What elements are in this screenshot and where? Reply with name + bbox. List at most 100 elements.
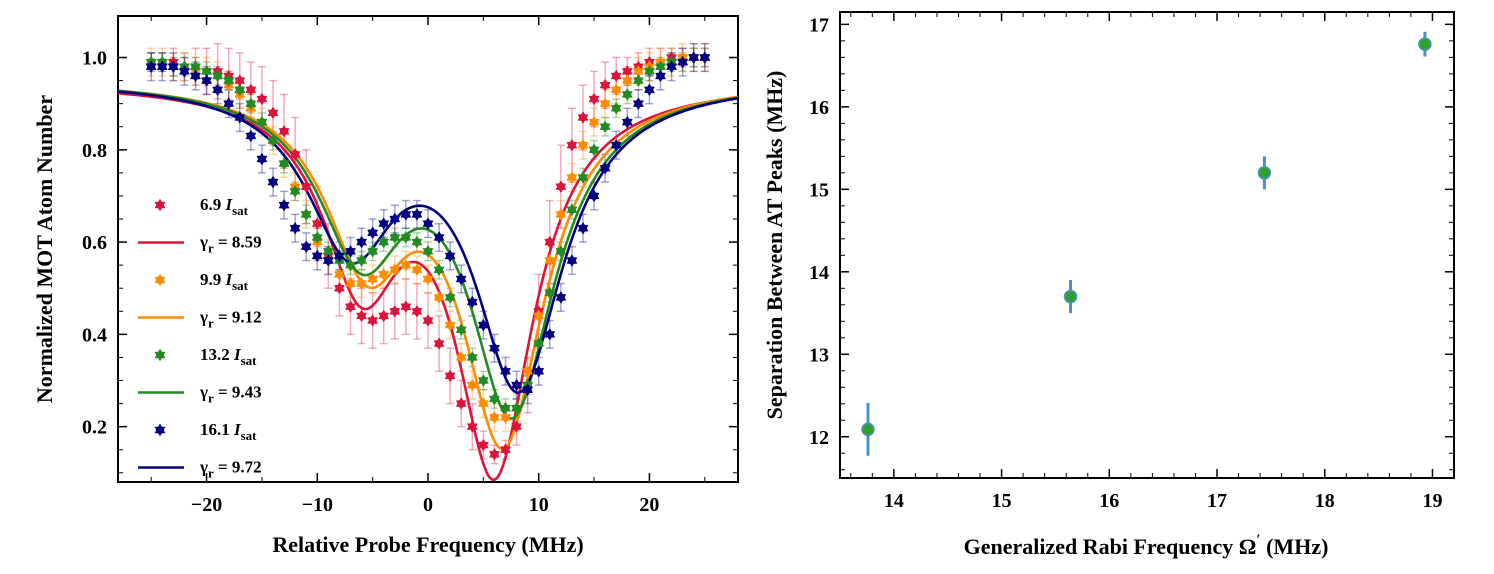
data-point-series-2 (433, 263, 445, 276)
right-axis-ticks: 14 15 16 17 18 19 12 13 14 15 16 17 (809, 12, 1455, 512)
data-point-series-3 (411, 208, 423, 221)
data-point-series-0 (378, 309, 390, 323)
data-point-series-3 (289, 222, 301, 235)
data-point-series-3 (677, 55, 689, 69)
data-point-series-3 (400, 208, 412, 221)
right-x-tick-label: 15 (992, 490, 1012, 512)
data-point-series-3 (455, 272, 467, 286)
data-point-series-2 (311, 231, 323, 244)
legend-fit-label-series-2: γr = 9.43 (199, 383, 262, 406)
data-point-series-2 (599, 120, 611, 133)
data-point-series-1 (477, 397, 489, 410)
right-x-tick-label: 16 (1099, 490, 1119, 512)
left-x-tick-label: 0 (423, 494, 433, 516)
legend-label-series-2: 13.2 Isat (200, 345, 257, 368)
data-point-series-3 (511, 378, 522, 392)
data-point-series-2 (378, 235, 390, 249)
left-y-tick-label: 0.6 (82, 232, 107, 254)
data-point-series-3 (422, 217, 434, 230)
data-point-series-0 (610, 69, 622, 83)
data-point-series-0 (566, 138, 578, 152)
data-point-series-3 (588, 189, 600, 203)
data-point-series-2 (511, 401, 522, 415)
data-point-series-1 (444, 318, 456, 332)
data-point-series-0 (477, 438, 489, 452)
legend-label-series-3: 16.1 Isat (200, 420, 257, 443)
data-point-series-1 (334, 268, 345, 281)
data-point-series-3 (234, 111, 246, 124)
data-point-series-2 (588, 143, 600, 156)
data-point-series-2 (610, 102, 622, 115)
data-point-series-1 (522, 365, 534, 378)
data-point-series-2 (400, 231, 412, 244)
data-point-series-1 (356, 277, 367, 290)
data-point-series-2 (489, 392, 500, 406)
data-point-series-2 (300, 208, 312, 221)
data-point-series-3 (201, 74, 212, 87)
data-point-series-3 (466, 295, 478, 309)
left-y-tick-label: 0.8 (82, 140, 107, 162)
data-point-series-2 (212, 69, 224, 83)
data-point-series-2 (345, 258, 356, 272)
data-point-series-3 (190, 69, 201, 83)
data-point-series-0 (588, 92, 600, 106)
data-point-series-3 (179, 65, 190, 78)
data-point-series-3 (311, 249, 323, 263)
legend-label-series-0: 6.9 Isat (200, 195, 249, 218)
data-point-series-3 (389, 212, 401, 226)
data-point-series-1 (455, 351, 467, 364)
data-point-series-3 (477, 318, 489, 332)
right-y-axis-label: Separation Between AT Peaks (MHz) (762, 71, 787, 420)
data-point-series-2 (234, 83, 246, 97)
data-point-series-2 (555, 245, 567, 258)
data-point-series-0 (411, 305, 423, 318)
data-point-series-3 (345, 245, 356, 258)
data-point-series-0 (389, 305, 401, 318)
data-point-series-0 (555, 180, 567, 193)
data-point-series-2 (289, 185, 301, 198)
data-point-series-2 (245, 97, 257, 110)
data-point-series-3 (367, 226, 379, 240)
right-y-tick-label: 15 (809, 179, 829, 201)
data-point-series-3 (378, 217, 390, 230)
legend-marker-series-0 (154, 198, 166, 212)
data-point-series-0 (300, 180, 312, 193)
data-point-series-2 (389, 231, 401, 244)
left-axis-ticks: −20 −10 0 10 20 0.2 0.4 0.6 0.8 1.0 (82, 16, 738, 516)
right-x-tick-label: 17 (1207, 490, 1227, 512)
right-x-tick-label: 18 (1315, 490, 1335, 512)
right-data-point (1418, 37, 1432, 51)
data-point-series-2 (190, 60, 201, 73)
data-point-series-0 (256, 92, 268, 106)
data-point-series-2 (632, 74, 644, 87)
data-point-series-3 (699, 51, 711, 64)
legend-fit-label-series-0: γr = 8.59 (199, 233, 262, 256)
right-y-tick-label: 16 (809, 97, 829, 119)
data-point-series-3 (655, 69, 666, 83)
data-point-series-3 (522, 383, 534, 396)
left-y-axis-label: Normalized MOT Atom Number (32, 95, 57, 403)
data-point-series-1 (555, 208, 567, 221)
legend-marker-series-2 (154, 348, 166, 362)
right-data-point (1257, 166, 1272, 180)
data-point-series-3 (278, 198, 290, 212)
data-point-series-1 (378, 268, 390, 281)
data-point-series-2 (422, 245, 434, 258)
right-y-tick-label: 17 (809, 14, 829, 36)
data-point-series-0 (356, 309, 367, 323)
data-point-series-3 (577, 222, 589, 235)
data-point-series-1 (466, 378, 478, 392)
data-point-series-3 (356, 235, 367, 249)
data-point-series-3 (688, 51, 700, 64)
data-point-series-0 (444, 369, 456, 383)
data-point-series-0 (289, 148, 301, 161)
data-point-series-3 (433, 231, 445, 244)
right-panel-separation-plot: 14 15 16 17 18 19 12 13 14 15 16 17 Generalized Rab… (762, 11, 1455, 559)
data-point-series-0 (278, 125, 290, 138)
data-point-series-2 (411, 235, 423, 249)
data-point-series-2 (566, 203, 578, 216)
right-y-tick-label: 13 (809, 344, 829, 366)
data-point-series-3 (555, 291, 567, 304)
left-legend: 6.9 Isat γr = 8.59 9.9 Isat γr = 9.12 13.2 I… (138, 195, 262, 481)
